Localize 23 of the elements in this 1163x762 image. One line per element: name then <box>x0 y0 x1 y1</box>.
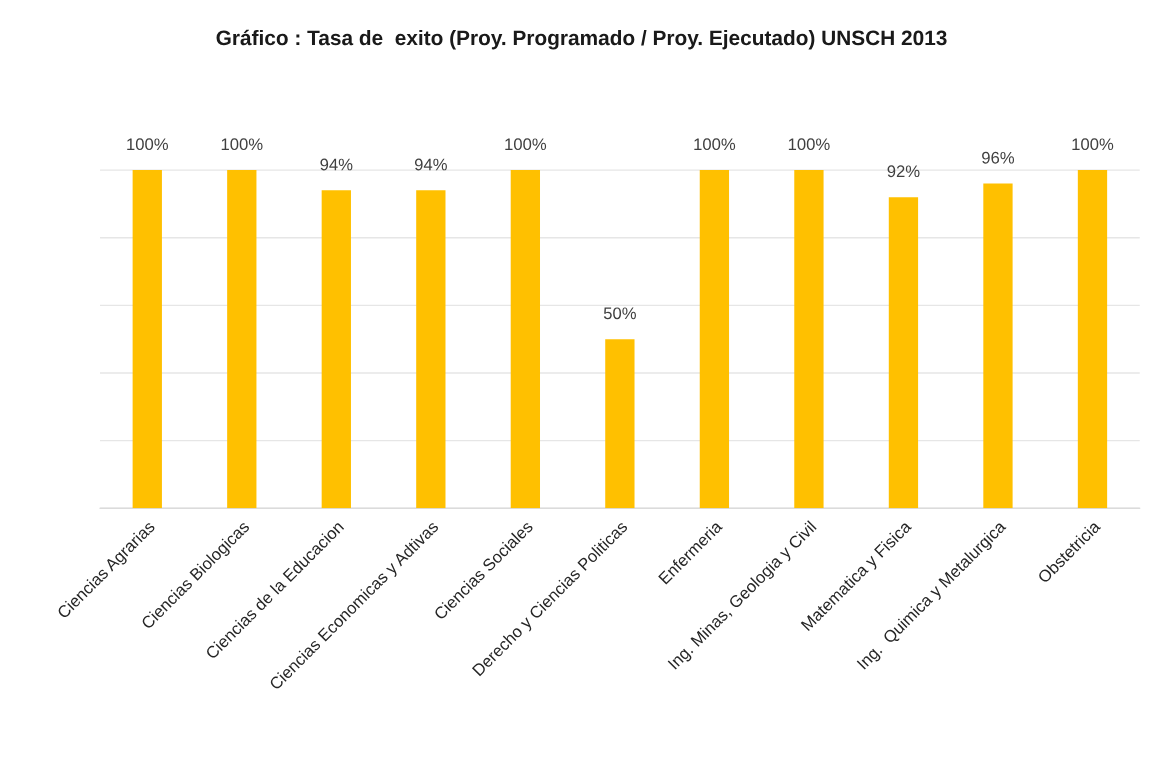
bar <box>132 170 162 509</box>
bar <box>983 183 1013 509</box>
data-label: 100% <box>694 138 736 151</box>
bar <box>227 170 257 509</box>
data-label: 50% <box>603 307 636 320</box>
bar <box>321 190 351 509</box>
bar <box>699 170 730 509</box>
chart-title: Gráfico : Tasa de exito (Proy. Programado / Proy. Ejecutado) UNSCH 2013 <box>216 29 947 50</box>
bar <box>605 339 635 509</box>
bar <box>794 170 824 509</box>
data-label: 100% <box>505 138 547 151</box>
data-label: 96% <box>982 151 1015 164</box>
data-label: 92% <box>887 165 920 178</box>
data-label: 100% <box>788 138 830 151</box>
bar <box>888 197 919 509</box>
bar <box>1077 170 1108 509</box>
data-label: 100% <box>221 138 263 151</box>
data-label: 100% <box>1072 138 1114 151</box>
data-label: 94% <box>414 158 447 171</box>
bar <box>416 190 446 509</box>
data-label: 100% <box>127 138 168 151</box>
bar <box>510 170 541 509</box>
data-label: 94% <box>320 158 353 171</box>
